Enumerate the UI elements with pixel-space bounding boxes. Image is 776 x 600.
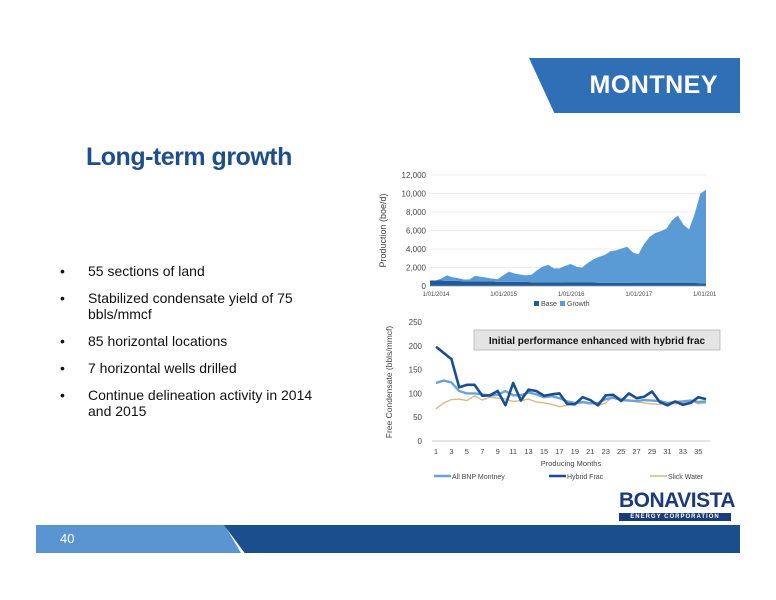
y-tick-label: 0 [418, 437, 423, 446]
bullet-item: 7 horizontal wells drilled [58, 360, 328, 376]
production-chart: 0 2,000 4,000 6,000 8,000 10,000 12,000 1/01/20… [378, 171, 716, 308]
page-number: 40 [60, 531, 75, 546]
bullet-item: Stabilized condensate yield of 75 bbls/m… [58, 290, 328, 322]
x-tick-label: 3 [449, 447, 453, 456]
x-tick-label: 7 [480, 447, 484, 456]
y-tick-label: 6,000 [406, 227, 427, 236]
legend-swatch-base [534, 301, 539, 306]
y-tick-label: 0 [422, 282, 427, 291]
annotation-text: Initial performance enhanced with hybrid… [489, 336, 706, 347]
legend-label: Slick Water [668, 474, 704, 481]
y-tick-label: 150 [409, 366, 423, 375]
area-growth [430, 189, 706, 284]
x-tick-label: 29 [648, 447, 656, 456]
series-hybrid-frac-line [435, 345, 707, 407]
y-tick-label: 2,000 [406, 264, 427, 273]
footer-bar-light [36, 525, 241, 553]
y-tick-label: 250 [409, 318, 423, 327]
legend-label-base: Base [541, 301, 557, 308]
slide-title: Long-term growth [86, 143, 292, 171]
bullet-item: Continue delineation activity in 2014 an… [58, 387, 328, 419]
y-axis-label: Free Condensate (bbls/mmcf) [384, 326, 394, 439]
banner-label: MONTNEY [589, 71, 718, 99]
bullet-item: 85 horizontal locations [58, 333, 328, 349]
legend-label: All BNP Montney [452, 474, 505, 481]
x-tick-label: 1/01/2014 [423, 292, 450, 298]
x-tick-label: 1/01/2015 [490, 292, 517, 298]
x-tick-label: 13 [524, 447, 532, 456]
x-tick-label: 35 [694, 447, 702, 456]
annotation-box [473, 329, 721, 351]
x-tick-label: 33 [679, 447, 687, 456]
x-tick-label: 31 [663, 447, 671, 456]
x-tick-label: 1 [434, 447, 438, 456]
x-tick-label: 23 [602, 447, 610, 456]
x-tick-label: 1/01/2016 [558, 292, 585, 298]
y-tick-label: 100 [409, 389, 423, 398]
company-logo: BONAVISTA ENERGY CORPORATION [619, 489, 736, 522]
y-tick-label: 8,000 [406, 208, 427, 217]
legend-label-growth: Growth [567, 301, 590, 308]
y-tick-label: 50 [413, 413, 422, 422]
y-axis-label: Production (boe/d) [378, 193, 388, 267]
x-tick-label: 1/01/2017 [625, 292, 652, 298]
x-tick-label: 15 [540, 447, 548, 456]
x-tick-label: 17 [555, 447, 563, 456]
section-banner: MONTNEY [529, 58, 740, 113]
y-tick-label: 200 [409, 342, 423, 351]
area-base [430, 280, 706, 286]
bullet-list: 55 sections of land Stabilized condensat… [58, 263, 328, 430]
footer-bar-dark [224, 525, 740, 553]
x-tick-label: 25 [617, 447, 625, 456]
x-axis-label: Producing Months [541, 459, 602, 468]
legend-swatch-growth [560, 301, 565, 306]
y-tick-label: 4,000 [406, 245, 427, 254]
x-tick-label: 19 [571, 447, 579, 456]
x-tick-label: 11 [509, 447, 517, 456]
logo-subtitle: ENERGY CORPORATION [619, 513, 731, 521]
x-tick-label: 9 [496, 447, 500, 456]
x-tick-label: 21 [586, 447, 594, 456]
legend-label: Hybrid Frac [567, 474, 604, 481]
x-tick-label: 27 [632, 447, 640, 456]
series-all-bnp-line [435, 379, 707, 405]
logo-wordmark: BONAVISTA [619, 489, 736, 512]
y-tick-label: 12,000 [402, 171, 427, 180]
x-tick-label: 1/01/2018 [693, 292, 716, 298]
bullet-item: 55 sections of land [58, 263, 328, 279]
x-tick-label: 5 [465, 447, 469, 456]
y-tick-label: 10,000 [402, 190, 427, 199]
